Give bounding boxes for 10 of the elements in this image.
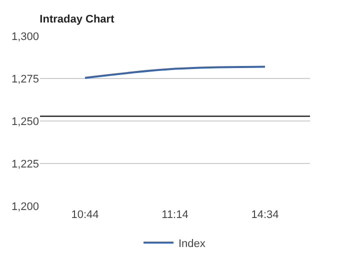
y-tick-label: 1,275 [11, 73, 39, 86]
x-tick-label: 14:34 [251, 209, 279, 221]
y-tick-label: 1,200 [11, 200, 39, 213]
legend-label: Index [178, 238, 206, 250]
chart-title: Intraday Chart [40, 14, 115, 26]
x-tick-label: 10:44 [71, 209, 99, 221]
y-tick-label: 1,225 [11, 158, 39, 170]
x-tick-label: 11:14 [162, 209, 188, 221]
y-tick-label: 1,250 [11, 116, 39, 128]
y-tick-label: 1,300 [11, 30, 39, 43]
